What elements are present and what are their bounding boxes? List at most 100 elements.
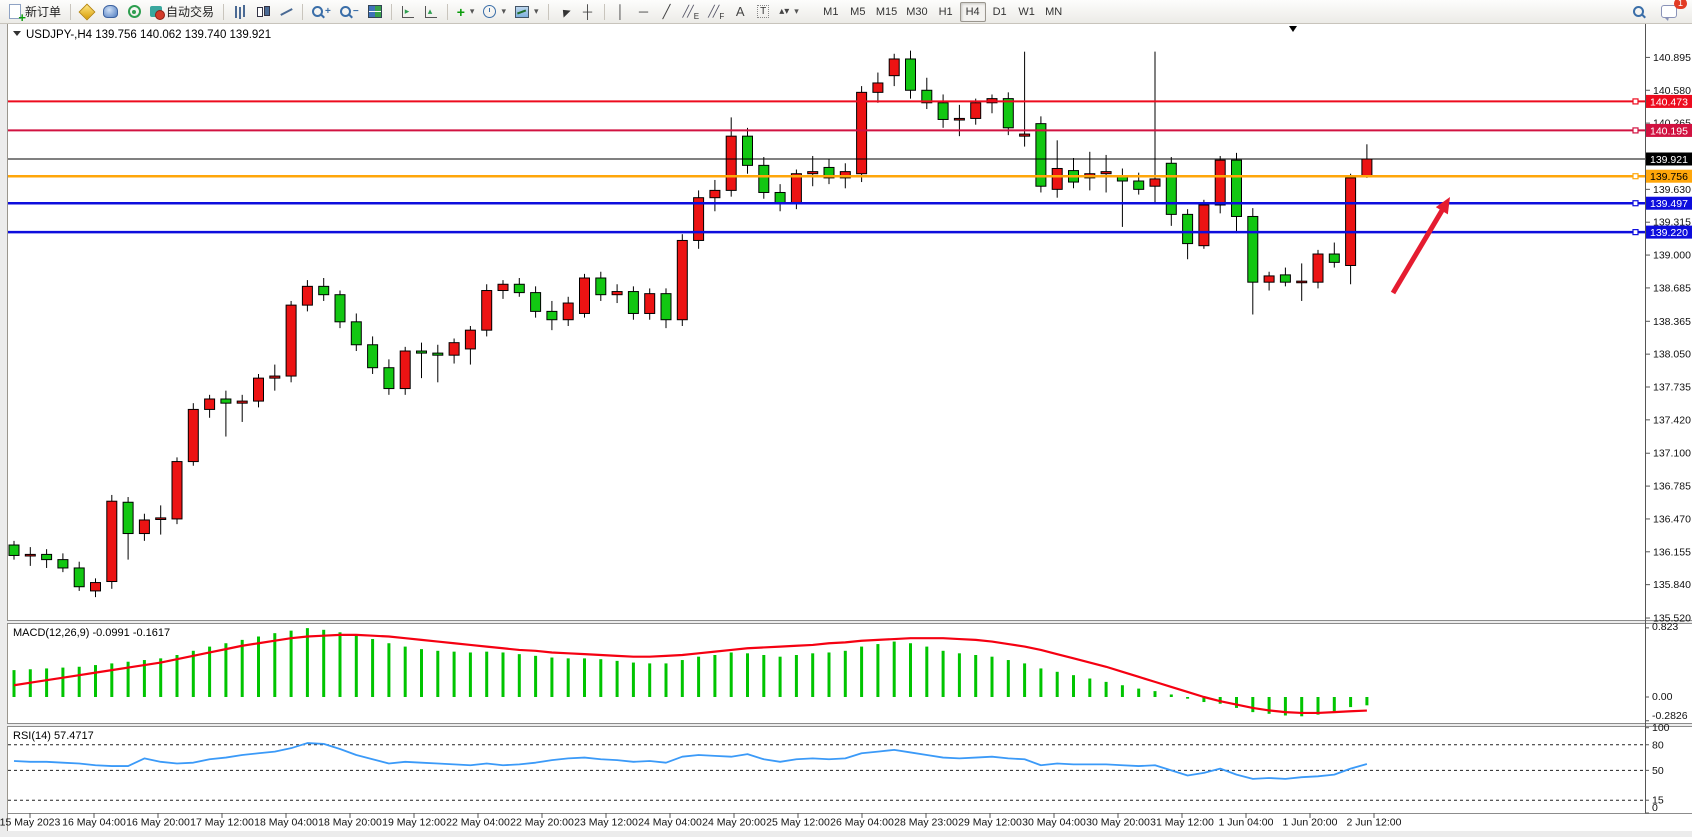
templates-icon [514, 5, 529, 18]
templates-button[interactable]: ▾ [511, 2, 543, 22]
cursor-button[interactable] [554, 2, 576, 22]
notification-badge: 1 [1674, 0, 1687, 9]
horizontal-lines-layer[interactable]: 140.473 140.195 139.921 139.756 139.497 139.2… [8, 94, 1692, 239]
svg-text:19 May 12:00: 19 May 12:00 [382, 817, 446, 829]
svg-text:23 May 12:00: 23 May 12:00 [574, 817, 638, 829]
fibonacci-button[interactable]: ╱╱ F [704, 2, 728, 22]
new-order-icon [9, 4, 26, 25]
autotrading-label: 自动交易 [166, 5, 215, 19]
vertical-line-button[interactable]: │ [610, 2, 632, 22]
text-icon: A [735, 4, 745, 19]
svg-text:138.365: 138.365 [1653, 316, 1691, 328]
svg-text:136.155: 136.155 [1653, 546, 1691, 558]
svg-text:140.473: 140.473 [1650, 96, 1688, 108]
svg-text:0: 0 [1652, 802, 1658, 814]
crosshair-icon: ┼ [582, 4, 593, 19]
indicators-button[interactable]: + ▾ [453, 2, 479, 22]
svg-text:24 May 20:00: 24 May 20:00 [702, 817, 766, 829]
svg-text:30 May 04:00: 30 May 04:00 [1022, 817, 1086, 829]
tile-windows-button[interactable] [364, 2, 386, 22]
timeframe-M30[interactable]: M30 [902, 2, 931, 22]
label-button[interactable]: T [752, 2, 774, 22]
chat-icon [1661, 5, 1677, 21]
line-chart-button[interactable] [275, 2, 297, 22]
price-label-139.921[interactable] [1646, 152, 1692, 166]
toolbar-separator [603, 3, 605, 20]
timeframe-H4[interactable]: H4 [959, 1, 986, 22]
zoom-in-icon [312, 6, 324, 17]
price-axis[interactable]: 140.895140.580140.265139.950139.630139.3… [1645, 52, 1691, 625]
timeframe-H1[interactable]: H1 [933, 2, 959, 22]
zoom-out-button[interactable]: − [336, 2, 363, 22]
price-label-140.473[interactable] [1646, 94, 1692, 108]
svg-text:139.921: 139.921 [1650, 154, 1688, 166]
svg-text:140.895: 140.895 [1653, 52, 1691, 64]
svg-text:138.050: 138.050 [1653, 349, 1691, 361]
timeframe-D1[interactable]: D1 [987, 2, 1013, 22]
time-axis[interactable]: 15 May 2023 16 May 04:00 16 May 20:00 17 Ma… [0, 813, 1402, 829]
timeframe-MN[interactable]: MN [1041, 2, 1067, 22]
metaeditor-button[interactable] [76, 2, 98, 22]
new-order-button[interactable]: 新订单 [5, 2, 65, 25]
candlestick-chart-button[interactable] [252, 2, 274, 22]
svg-text:22 May 04:00: 22 May 04:00 [446, 817, 510, 829]
price-label-139.497[interactable] [1646, 196, 1692, 210]
price-label-139.220[interactable] [1646, 225, 1692, 239]
zoom-in-button[interactable]: + [308, 2, 335, 22]
toolbar-separator [547, 3, 549, 20]
vertical-line-icon: │ [616, 4, 625, 19]
profile-button[interactable] [99, 2, 122, 22]
chart-shift-marker[interactable] [1289, 26, 1297, 32]
autotrading-button[interactable]: 自动交易 [146, 2, 218, 22]
timeframe-M5[interactable]: M5 [845, 2, 871, 22]
metaeditor-icon [78, 3, 96, 20]
svg-text:25 May 12:00: 25 May 12:00 [766, 817, 830, 829]
trendline-button[interactable]: ╱ [656, 2, 678, 22]
arrows-icon: ▴▾ [779, 5, 790, 17]
signals-icon [127, 5, 141, 18]
svg-text:22 May 20:00: 22 May 20:00 [510, 817, 574, 829]
svg-text:18 May 04:00: 18 May 04:00 [254, 817, 318, 829]
bar-chart-button[interactable] [229, 2, 251, 22]
tile-windows-icon [367, 5, 382, 18]
timeframe-M15[interactable]: M15 [872, 2, 901, 22]
crosshair-button[interactable]: ┼ [577, 2, 599, 22]
cursor-icon [558, 5, 571, 18]
indicators-icon: + [456, 3, 465, 20]
search-button[interactable] [1627, 2, 1649, 22]
svg-text:139.220: 139.220 [1650, 227, 1688, 239]
candles-layer [8, 50, 1373, 598]
arrow-annotation[interactable] [1390, 197, 1450, 295]
signals-button[interactable] [123, 2, 145, 22]
svg-text:135.840: 135.840 [1653, 579, 1691, 591]
price-label-140.195[interactable] [1646, 123, 1692, 137]
periods-button[interactable]: ▾ [479, 2, 510, 22]
svg-text:139.000: 139.000 [1653, 250, 1691, 262]
timeframe-W1[interactable]: W1 [1014, 2, 1040, 22]
text-button[interactable]: A [729, 2, 751, 22]
svg-text:139.497: 139.497 [1650, 198, 1688, 210]
svg-text:15 May 2023: 15 May 2023 [0, 817, 61, 829]
auto-scroll-icon [401, 5, 414, 18]
fibonacci-icon: ╱╱ [708, 6, 719, 18]
auto-scroll-button[interactable] [397, 2, 419, 22]
svg-text:-0.2826: -0.2826 [1652, 710, 1688, 722]
notifications-button[interactable]: 1 [1657, 0, 1687, 22]
svg-text:16 May 04:00: 16 May 04:00 [62, 817, 126, 829]
arrows-button[interactable]: ▴▾ ▾ [775, 2, 803, 22]
chart-shift-button[interactable] [420, 2, 442, 22]
channel-button[interactable]: ╱╱ E [679, 2, 704, 22]
chart-title: USDJPY-,H4 139.756 140.062 139.740 139.9… [13, 29, 271, 41]
svg-text:137.735: 137.735 [1653, 381, 1691, 393]
svg-text:137.100: 137.100 [1653, 448, 1691, 460]
timeframe-M1[interactable]: M1 [818, 2, 844, 22]
toolbar-separator [446, 3, 448, 20]
svg-text:137.420: 137.420 [1653, 414, 1691, 426]
price-label-139.756[interactable] [1646, 169, 1692, 183]
svg-text:0.00: 0.00 [1652, 691, 1673, 703]
toolbar: 新订单 自动交易 + − +▾ ▾ ▾ ┼ │ ─ ╱ ╱╱E ╱╱F A T … [0, 0, 1692, 25]
periods-icon [483, 5, 497, 18]
horizontal-line-button[interactable]: ─ [633, 2, 655, 22]
horizontal-line-icon: ─ [638, 4, 649, 19]
